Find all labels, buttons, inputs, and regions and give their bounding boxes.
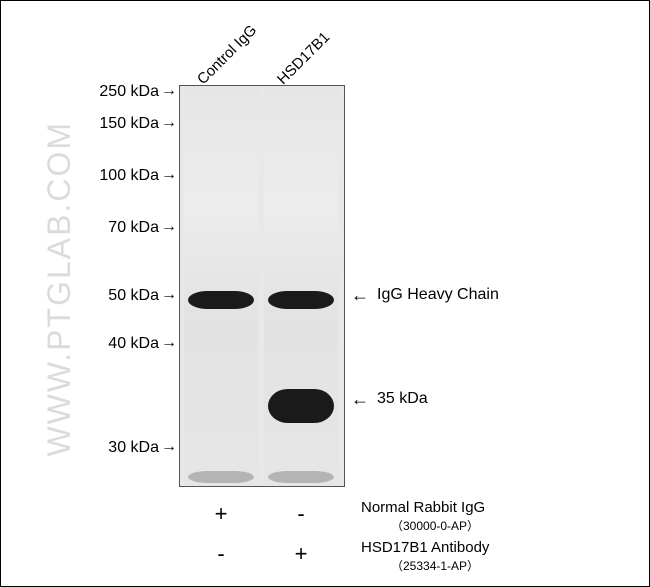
annotation-arrow-icon: ← [351, 389, 369, 410]
lane-2-bg [264, 86, 338, 486]
treatment-label: HSD17B1 Antibody [361, 539, 489, 556]
marker-arrow-icon: → [161, 218, 177, 236]
marker-label: 50 kDa [108, 287, 159, 305]
marker-arrow-icon: → [161, 166, 177, 184]
marker-label: 70 kDa [108, 219, 159, 237]
treatment-symbol: - [291, 501, 311, 527]
watermark-text: WWW.PTGLAB.COM [41, 121, 78, 457]
marker-label: 40 kDa [108, 335, 159, 353]
marker-label: 150 kDa [99, 115, 159, 133]
marker-label: 250 kDa [99, 83, 159, 101]
marker-label: 30 kDa [108, 439, 159, 457]
marker-arrow-icon: → [161, 438, 177, 456]
lane-1-bg [184, 86, 258, 486]
annotation-text: IgG Heavy Chain [377, 286, 499, 304]
blot-membrane [179, 85, 345, 487]
marker-arrow-icon: → [161, 114, 177, 132]
marker-arrow-icon: → [161, 82, 177, 100]
treatment-label: Normal Rabbit IgG [361, 499, 485, 516]
annotation-arrow-icon: ← [351, 285, 369, 306]
treatment-symbol: + [211, 501, 231, 527]
marker-arrow-icon: → [161, 286, 177, 304]
lane-header-2: HSD17B1 [274, 29, 333, 88]
figure-container: WWW.PTGLAB.COM Control IgG HSD17B1 250 k… [0, 0, 650, 587]
band-igg-heavy-lane1 [188, 291, 254, 309]
band-igg-heavy-lane2 [268, 291, 334, 309]
band-faint-bottom-lane2 [268, 471, 334, 483]
band-faint-bottom-lane1 [188, 471, 254, 483]
treatment-sublabel: （25334-1-AP） [391, 557, 479, 574]
treatment-symbol: + [291, 541, 311, 567]
treatment-sublabel: （30000-0-AP） [391, 517, 479, 534]
marker-arrow-icon: → [161, 334, 177, 352]
marker-label: 100 kDa [99, 167, 159, 185]
band-target-35kda-lane2 [268, 389, 334, 423]
annotation-text: 35 kDa [377, 390, 428, 408]
treatment-symbol: - [211, 541, 231, 567]
lane-header-1: Control IgG [194, 22, 260, 88]
